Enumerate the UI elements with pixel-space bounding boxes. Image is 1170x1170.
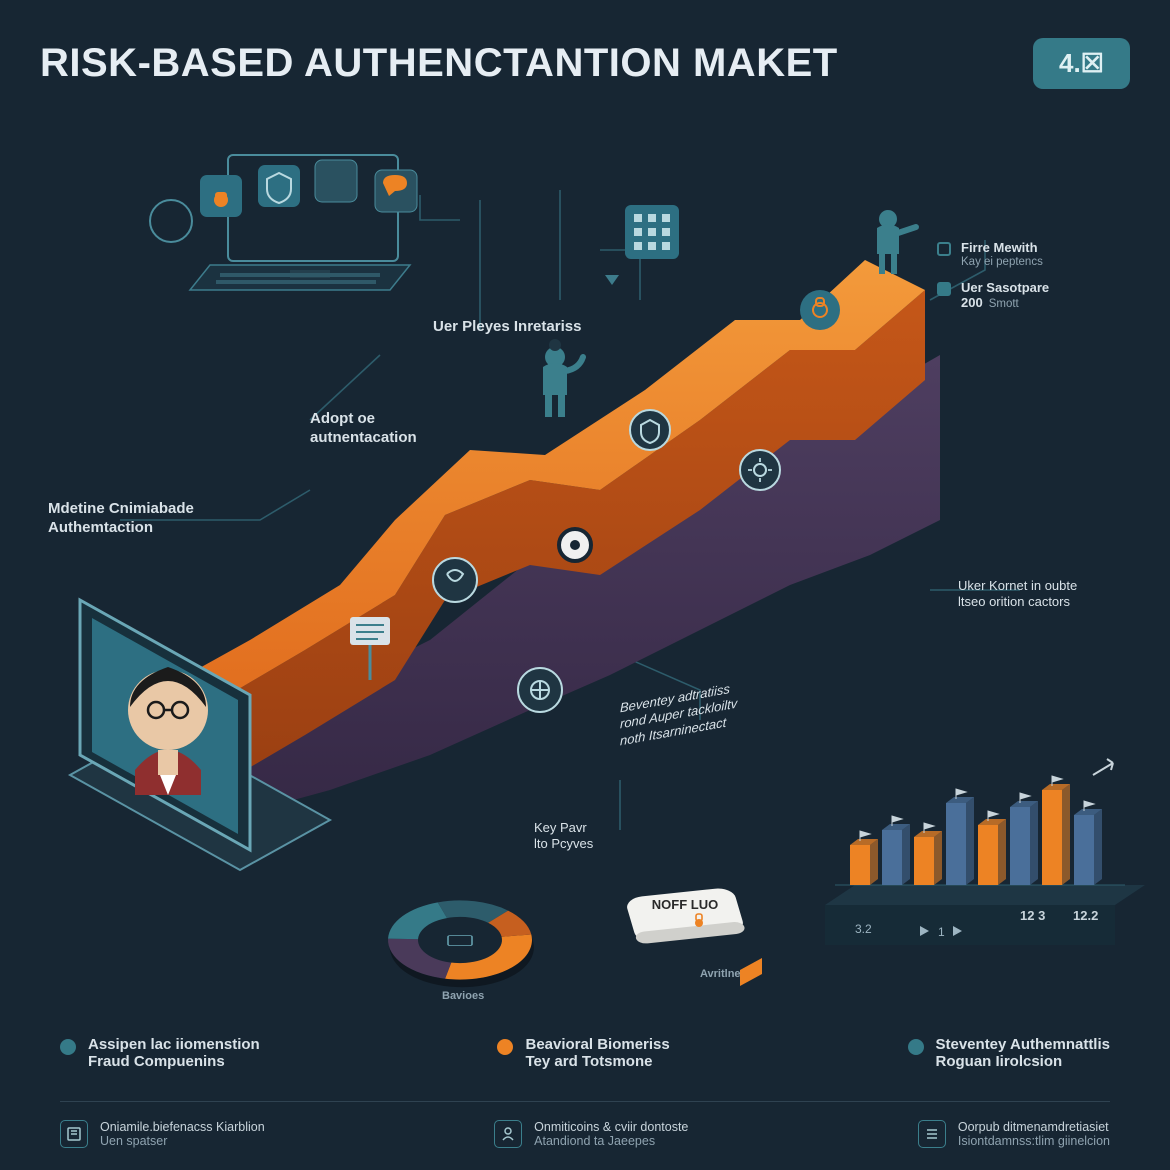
right-legend-item-1: Firre Mewith Kay ei peptencs: [937, 240, 1122, 268]
svg-text:12 3: 12 3: [1020, 908, 1045, 923]
dot-icon: [908, 1039, 924, 1055]
label-uer-pleyes: Uer Pleyes Inretariss: [433, 318, 581, 337]
label-uker: Uker Kornet in oubte ltseo orition cacto…: [958, 578, 1077, 611]
right-legend-item-2: Uer Sasotpare 200Smott: [937, 280, 1122, 311]
person-top: [877, 210, 916, 274]
square-icon: [937, 282, 951, 296]
device-icon: NOFF LUO: [624, 887, 762, 986]
device-label: NOFF LUO: [652, 897, 718, 912]
footer-item-3: Oorpub ditmenamdretiasietIsiontdamnss:tl…: [918, 1120, 1110, 1148]
footer-item-1: Oniamile.biefenacss KiarblionUen spatser: [60, 1120, 265, 1148]
grid-icon: [605, 205, 679, 285]
legend-item-2: Beavioral BiomerissTey ard Totsmone: [497, 1036, 669, 1070]
desktop-icons: [150, 155, 417, 290]
donut-chart: [379, 895, 544, 992]
svg-text:12.2: 12.2: [1073, 908, 1098, 923]
book-icon: [60, 1120, 88, 1148]
bar-chart: 3.2 12 3 12.2 1: [825, 759, 1145, 945]
footer-item-2: Onmiticoins & cviir dontosteAtandiond ta…: [494, 1120, 688, 1148]
svg-text:1: 1: [938, 925, 945, 939]
label-bavioes: Bavioes: [442, 990, 484, 1004]
person-icon: [494, 1120, 522, 1148]
label-mdetine: Mdetine Cnimiabade Authemtaction: [48, 500, 194, 538]
label-key-pavr: Key Pavr lto Pcyves: [534, 820, 593, 853]
legend-row: Assipen lac iiomenstionFraud Compuenins …: [60, 1036, 1110, 1070]
legend-item-3: Steventey AuthemnattlisRoguan Iirolcsion: [908, 1036, 1111, 1070]
svg-text:3.2: 3.2: [855, 922, 872, 936]
list-icon: [918, 1120, 946, 1148]
label-adaptive: Adopt oe autnentacation: [310, 410, 417, 448]
legend-item-1: Assipen lac iiomenstionFraud Compuenins: [60, 1036, 260, 1070]
right-legend: Firre Mewith Kay ei peptencs Uer Sasotpa…: [937, 240, 1122, 322]
dot-icon: [497, 1039, 513, 1055]
footer: Oniamile.biefenacss KiarblionUen spatser…: [60, 1101, 1110, 1148]
dot-icon: [60, 1039, 76, 1055]
square-icon: [937, 242, 951, 256]
label-avritline: Avritlne: [700, 968, 741, 982]
person-mid: [543, 339, 583, 417]
